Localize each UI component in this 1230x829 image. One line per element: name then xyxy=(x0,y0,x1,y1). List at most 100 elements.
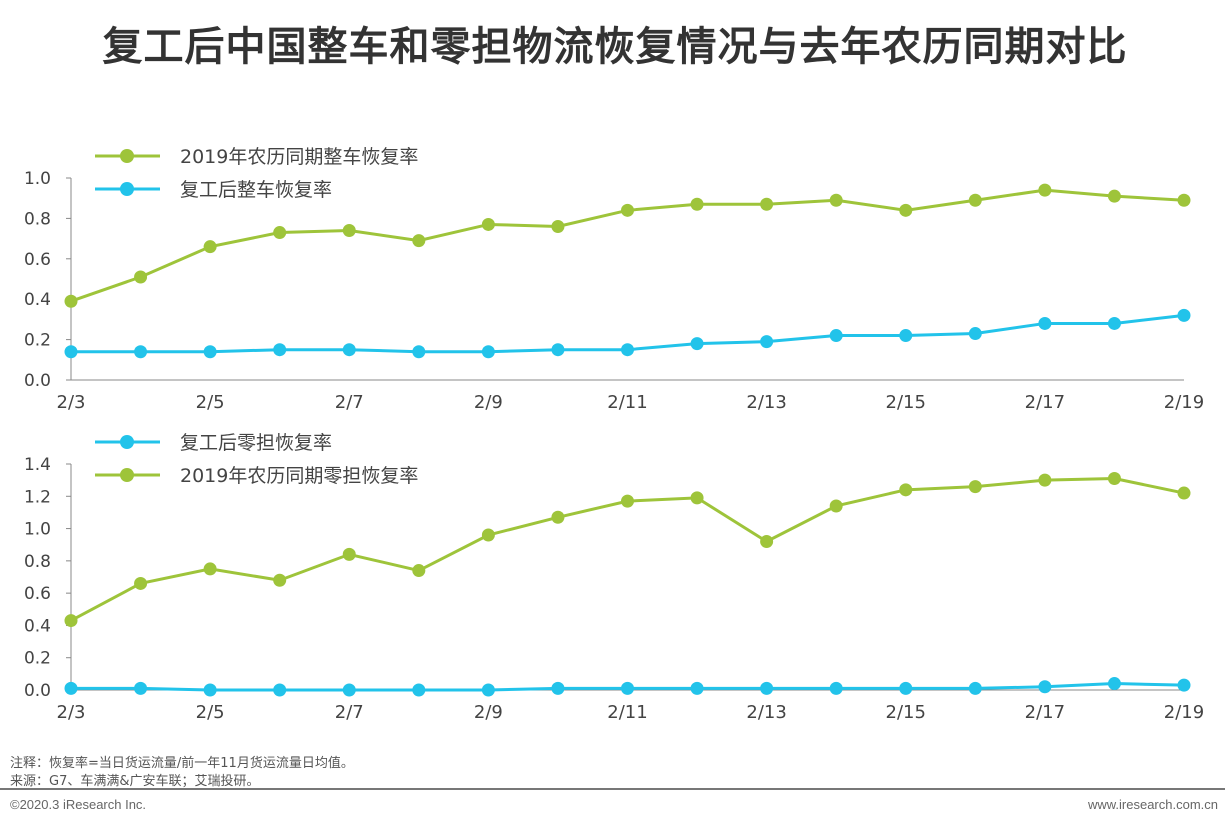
legend-label: 2019年农历同期零担恢复率 xyxy=(180,465,418,487)
data-point xyxy=(1177,486,1191,500)
data-point xyxy=(1038,183,1052,197)
data-point xyxy=(551,510,565,524)
data-point xyxy=(1177,308,1191,322)
data-point xyxy=(412,345,426,359)
data-point xyxy=(899,329,913,343)
data-point xyxy=(134,681,148,695)
data-point xyxy=(64,614,78,628)
data-point xyxy=(760,197,774,211)
y-tick-label: 0.0 xyxy=(24,371,51,391)
x-tick-label: 2/19 xyxy=(1164,392,1204,413)
data-point xyxy=(760,534,774,548)
data-point xyxy=(690,197,704,211)
y-tick-label: 1.4 xyxy=(24,455,51,475)
data-point xyxy=(968,327,982,341)
legend-swatch-marker xyxy=(120,435,134,449)
data-point xyxy=(899,483,913,497)
data-point xyxy=(968,681,982,695)
data-point xyxy=(829,329,843,343)
divider xyxy=(0,788,1225,790)
x-tick-label: 2/7 xyxy=(335,392,364,413)
y-tick-label: 0.4 xyxy=(24,290,51,310)
x-tick-label: 2/13 xyxy=(746,702,786,723)
data-point xyxy=(481,683,495,697)
page-title: 复工后中国整车和零担物流恢复情况与去年农历同期对比 xyxy=(102,24,1128,70)
data-point xyxy=(1107,677,1121,691)
y-tick-label: 0.2 xyxy=(24,649,51,669)
data-point xyxy=(829,193,843,207)
data-point xyxy=(690,491,704,505)
x-tick-label: 2/3 xyxy=(57,702,86,723)
data-point xyxy=(273,226,287,240)
data-point xyxy=(1177,678,1191,692)
data-point xyxy=(481,217,495,231)
data-point xyxy=(621,203,634,217)
y-tick-label: 1.0 xyxy=(24,169,51,189)
y-tick-label: 0.4 xyxy=(24,616,51,636)
data-point xyxy=(829,681,843,695)
y-tick-label: 0.8 xyxy=(24,209,51,229)
data-point xyxy=(134,576,148,590)
data-point xyxy=(760,335,774,349)
x-tick-label: 2/3 xyxy=(57,392,86,413)
legend-swatch-marker xyxy=(120,468,134,482)
x-tick-label: 2/9 xyxy=(474,392,503,413)
x-tick-label: 2/9 xyxy=(474,702,503,723)
data-point xyxy=(64,294,78,308)
legend-label: 复工后零担恢复率 xyxy=(180,432,332,454)
x-tick-label: 2/19 xyxy=(1164,702,1204,723)
data-point xyxy=(551,343,565,357)
data-point xyxy=(342,224,356,238)
copyright: ©2020.3 iResearch Inc. xyxy=(10,797,147,812)
data-point xyxy=(829,499,843,513)
data-point xyxy=(621,681,634,695)
data-point xyxy=(273,343,287,357)
data-point xyxy=(1107,472,1121,486)
y-tick-label: 1.0 xyxy=(24,520,51,540)
x-tick-label: 2/7 xyxy=(335,702,364,723)
y-tick-label: 0.6 xyxy=(24,584,51,604)
y-tick-label: 0.0 xyxy=(24,681,51,701)
data-point xyxy=(1038,680,1052,694)
y-tick-label: 0.8 xyxy=(24,552,51,572)
x-tick-label: 2/15 xyxy=(886,392,926,413)
y-tick-label: 1.2 xyxy=(24,487,51,507)
data-point xyxy=(899,681,913,695)
data-point xyxy=(760,681,774,695)
footnote: 注释：恢复率=当日货运流量/前一年11月货运流量日均值。 xyxy=(10,756,354,771)
data-point xyxy=(621,494,634,508)
data-point xyxy=(64,345,78,359)
website: www.iresearch.com.cn xyxy=(1087,797,1218,812)
data-point xyxy=(481,345,495,359)
x-tick-label: 2/15 xyxy=(886,702,926,723)
data-point xyxy=(1038,316,1052,330)
data-point xyxy=(551,219,565,233)
x-tick-label: 2/11 xyxy=(607,392,647,413)
data-point xyxy=(64,681,78,695)
data-point xyxy=(342,547,356,561)
data-point xyxy=(621,343,634,357)
data-point xyxy=(203,240,217,254)
data-point xyxy=(968,193,982,207)
data-point xyxy=(1038,473,1052,487)
data-point xyxy=(203,345,217,359)
data-point xyxy=(690,681,704,695)
data-point xyxy=(412,564,426,578)
data-point xyxy=(899,203,913,217)
legend-label: 2019年农历同期整车恢复率 xyxy=(180,146,418,168)
data-point xyxy=(690,337,704,351)
data-point xyxy=(481,528,495,542)
data-point xyxy=(203,562,217,576)
source-note: 来源：G7、车满满&广安车联；艾瑞投研。 xyxy=(10,774,260,789)
x-tick-label: 2/5 xyxy=(196,702,225,723)
data-point xyxy=(273,573,287,587)
data-point xyxy=(273,683,287,697)
data-point xyxy=(551,681,565,695)
data-point xyxy=(1107,189,1121,203)
x-tick-label: 2/11 xyxy=(607,702,647,723)
legend-label: 复工后整车恢复率 xyxy=(180,179,332,201)
data-point xyxy=(342,343,356,357)
legend-swatch-marker xyxy=(120,182,134,196)
y-tick-label: 0.2 xyxy=(24,331,51,351)
